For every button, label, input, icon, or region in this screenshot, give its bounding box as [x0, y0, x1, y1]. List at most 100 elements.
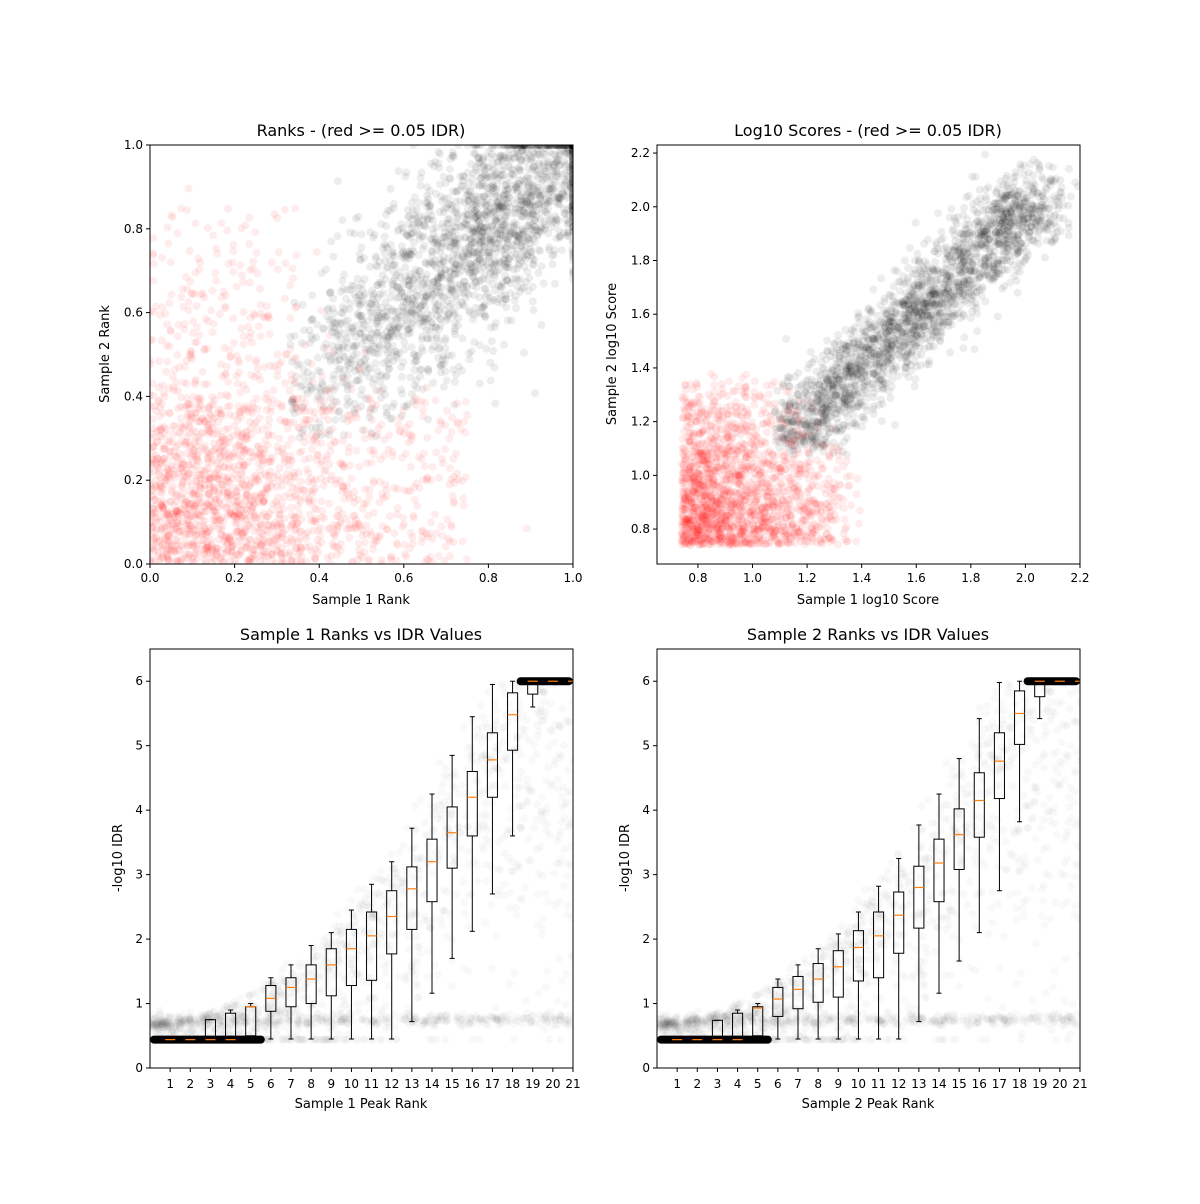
scatter-point: [372, 432, 380, 440]
scatter-point: [381, 481, 389, 489]
scatter-point: [845, 481, 853, 489]
scatter-point: [238, 445, 246, 453]
scatter-point: [252, 542, 260, 550]
scatter-point: [386, 293, 394, 301]
scatter-point: [519, 226, 527, 234]
scatter-point: [317, 497, 325, 505]
scatter-point: [319, 324, 327, 332]
scatter-point: [153, 428, 161, 436]
scatter-point: [370, 405, 378, 413]
scatter-point: [520, 349, 528, 357]
scatter-point: [338, 374, 346, 382]
scatter-point: [558, 246, 566, 254]
scatter-point: [401, 272, 409, 280]
scatter-point: [377, 455, 385, 463]
scatter-point: [355, 377, 363, 385]
scatter-point: [307, 316, 315, 324]
scatter-point: [353, 447, 361, 455]
scatter-point: [431, 511, 439, 519]
scatter-point: [224, 492, 232, 500]
scatter-point: [447, 521, 455, 529]
scatter-point: [304, 528, 312, 536]
scatter-point: [771, 400, 779, 408]
scatter-point: [220, 344, 228, 352]
scatter-point: [256, 414, 264, 422]
scatter-point: [256, 520, 264, 528]
scatter-point: [502, 219, 510, 227]
scatter-point: [276, 464, 284, 472]
x-tick-label: 0.6: [394, 571, 413, 585]
scatter-point: [470, 149, 478, 157]
scatter-point: [421, 559, 429, 567]
scatter-point: [249, 257, 257, 265]
scatter-point: [317, 431, 325, 439]
scatter-point: [227, 537, 235, 545]
scatter-point: [501, 272, 509, 280]
scatter-point: [174, 453, 182, 461]
scatter-point: [396, 427, 404, 435]
scatter-point: [286, 281, 294, 289]
scatter-point: [266, 330, 274, 338]
scatter-point: [500, 341, 508, 349]
scatter-point: [398, 373, 406, 381]
scatter-point: [408, 199, 416, 207]
scatter-point: [217, 391, 225, 399]
scatter-point: [552, 216, 560, 224]
scatter-point: [398, 454, 406, 462]
scatter-point: [365, 347, 373, 355]
scatter-point: [215, 536, 223, 544]
scatter-point: [240, 308, 248, 316]
scatter-point: [354, 311, 362, 319]
scatter-point: [505, 255, 513, 263]
scatter-point: [442, 543, 450, 551]
scatter-point: [221, 370, 229, 378]
scatter-point: [440, 360, 448, 368]
scatter-point: [337, 519, 345, 527]
scatter-point: [449, 287, 457, 295]
scatter-point: [413, 279, 421, 287]
scatter-point: [326, 426, 334, 434]
scatter-point: [476, 182, 484, 190]
scatter-point: [446, 165, 454, 173]
scatter-point: [355, 300, 363, 308]
scatter-point: [247, 371, 255, 379]
scatter-point: [260, 498, 268, 506]
scatter-point: [231, 556, 239, 564]
scatter-point: [389, 248, 397, 256]
scatter-point: [523, 524, 531, 532]
scatter-point: [427, 476, 435, 484]
scatter-point: [554, 193, 562, 201]
scatter-point: [199, 368, 207, 376]
scatter-point: [166, 299, 174, 307]
scatter-point: [339, 483, 347, 491]
scatter-point: [512, 292, 520, 300]
scatter-point: [328, 472, 336, 480]
scatter-point: [355, 540, 363, 548]
scatter-point: [340, 431, 348, 439]
scatter-point: [512, 254, 520, 262]
scatter-point: [192, 491, 200, 499]
scatter-point: [298, 339, 306, 347]
scatter-point: [191, 505, 199, 513]
y-tick-label: 0.0: [124, 557, 143, 571]
scatter-point: [245, 354, 253, 362]
scatter-point: [238, 225, 246, 233]
scatter-point: [174, 332, 182, 340]
scatter-point: [429, 279, 437, 287]
scatter-point: [533, 171, 541, 179]
scatter-point: [232, 283, 240, 291]
scatter-point: [198, 466, 206, 474]
scatter-point: [277, 358, 285, 366]
scatter-point: [463, 411, 471, 419]
scatter-point: [309, 486, 317, 494]
scatter-point: [379, 522, 387, 530]
scatter-point: [352, 342, 360, 350]
scatter-point: [500, 154, 508, 162]
scatter-point: [435, 474, 443, 482]
scatter-point: [291, 204, 299, 212]
scatter-point: [379, 271, 387, 279]
scatter-point: [330, 323, 338, 331]
scatter-point: [340, 463, 348, 471]
scatter-point: [546, 148, 554, 156]
